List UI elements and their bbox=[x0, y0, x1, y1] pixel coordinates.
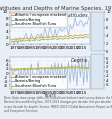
Legend: Atlantic / european mackerel, Barents/Bering, Southern Bluefish Tuna: Atlantic / european mackerel, Barents/Be… bbox=[11, 74, 67, 89]
Text: Years: Years bbox=[43, 93, 56, 98]
Text: Barents Sea and Bering Sea. 1973-2013 changes per decade (km per decade for lati: Barents Sea and Bering Sea. 1973-2013 ch… bbox=[4, 100, 112, 104]
Text: Depths: Depths bbox=[71, 58, 88, 63]
Text: m per decade for depth). Source: IPBES (2019) Global Assessment Report on Biodiv: m per decade for depth). Source: IPBES (… bbox=[4, 105, 112, 109]
Text: Note: Data show range shifts calculated from bottom trawl survey data in the Nor: Note: Data show range shifts calculated … bbox=[4, 96, 112, 100]
Text: and Ecosystem Services.: and Ecosystem Services. bbox=[4, 109, 39, 113]
Text: Changes in Latitudes and Depths of Marine Species, 1973-2019: Changes in Latitudes and Depths of Marin… bbox=[0, 6, 112, 11]
Text: Latitudes: Latitudes bbox=[65, 13, 88, 18]
Legend: Atlantic / european mackerel, Barents/Bering, Southern Bluefish Tuna: Atlantic / european mackerel, Barents/Be… bbox=[11, 13, 67, 27]
